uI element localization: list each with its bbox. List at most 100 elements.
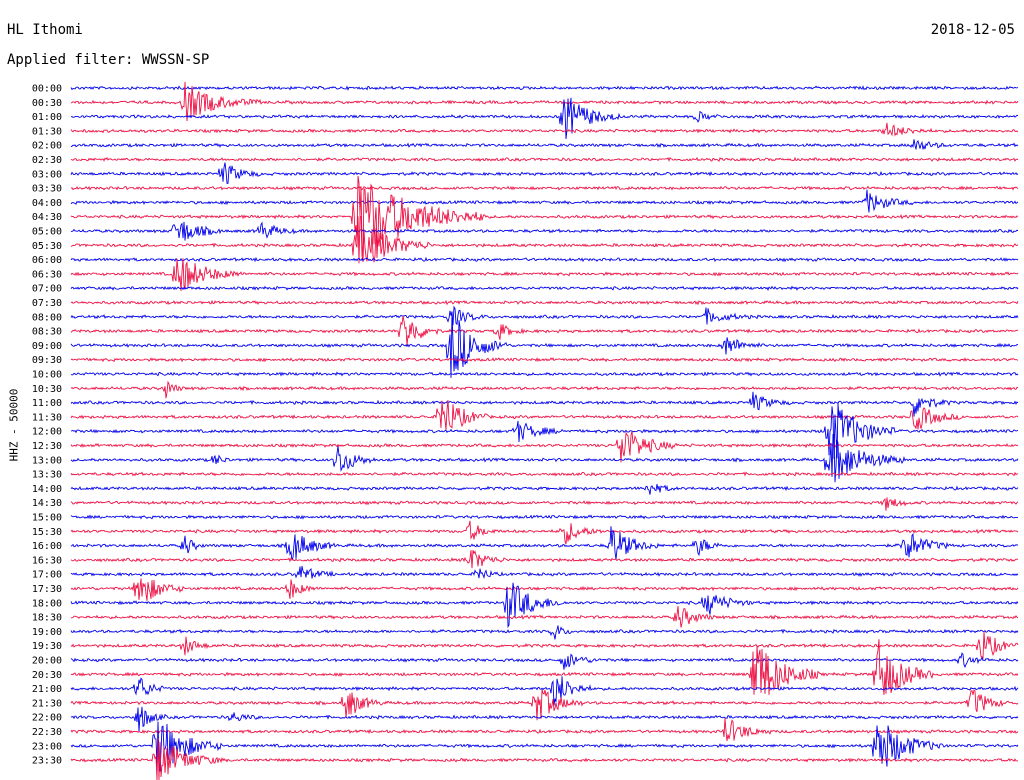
time-tick-label: 02:00 xyxy=(32,141,62,152)
trace-0200 xyxy=(70,139,1019,150)
time-tick-label: 16:00 xyxy=(32,541,62,552)
date-label: 2018-12-05 xyxy=(930,22,1015,38)
trace-1230 xyxy=(70,430,1019,463)
trace-2100 xyxy=(70,676,1019,706)
time-tick-label: 14:00 xyxy=(32,484,62,495)
trace-2000 xyxy=(70,652,1019,670)
trace-1900 xyxy=(70,625,1019,640)
time-tick-label: 14:30 xyxy=(32,498,62,509)
time-tick-label: 15:30 xyxy=(32,527,62,538)
time-tick-label: 08:00 xyxy=(32,312,62,323)
trace-2300 xyxy=(70,721,1019,772)
trace-1200 xyxy=(70,403,1019,459)
trace-0430 xyxy=(70,176,1019,257)
time-tick-label: 11:00 xyxy=(32,398,62,409)
trace-1330 xyxy=(70,471,1019,477)
trace-1130 xyxy=(70,400,1019,431)
time-tick-label: 09:30 xyxy=(32,355,62,366)
time-tick-label: 20:30 xyxy=(32,670,62,681)
trace-1500 xyxy=(70,514,1018,520)
time-tick-label: 05:00 xyxy=(32,227,62,238)
time-tick-label: 22:00 xyxy=(32,713,62,724)
trace-0930 xyxy=(70,357,1019,363)
trace-1630 xyxy=(70,550,1019,569)
time-tick-label: 01:00 xyxy=(32,112,62,123)
time-tick-label: 05:30 xyxy=(32,241,62,252)
time-tick-label: 16:30 xyxy=(32,555,62,566)
trace-2130 xyxy=(70,689,1019,721)
time-tick-label: 10:00 xyxy=(32,370,62,381)
time-tick-label: 13:00 xyxy=(32,455,62,466)
trace-2230 xyxy=(70,717,1019,741)
trace-1000 xyxy=(70,371,1019,377)
time-tick-label: 13:30 xyxy=(32,470,62,481)
time-tick-label: 00:00 xyxy=(32,84,62,95)
trace-0800 xyxy=(70,305,1019,326)
time-tick-label: 04:00 xyxy=(32,198,62,209)
time-tick-label: 03:30 xyxy=(32,184,62,195)
time-tick-label: 07:00 xyxy=(32,284,62,295)
trace-1430 xyxy=(70,497,1019,511)
trace-2200 xyxy=(70,706,1019,732)
time-tick-label: 10:30 xyxy=(32,384,62,395)
time-tick-label: 21:00 xyxy=(32,684,62,695)
time-tick-label: 06:00 xyxy=(32,255,62,266)
time-tick-label: 12:00 xyxy=(32,427,62,438)
time-tick-label: 17:00 xyxy=(32,570,62,581)
trace-0600 xyxy=(70,256,1019,263)
time-tick-label: 11:30 xyxy=(32,412,62,423)
trace-1930 xyxy=(70,631,1019,660)
trace-0130 xyxy=(70,122,1019,137)
time-tick-label: 23:00 xyxy=(32,741,62,752)
station-title: HL Ithomi xyxy=(7,22,83,38)
trace-0830 xyxy=(70,315,1019,346)
time-tick-label: 18:00 xyxy=(32,598,62,609)
trace-0030 xyxy=(70,81,1019,122)
trace-0330 xyxy=(70,185,1019,191)
time-tick-label: 02:30 xyxy=(32,155,62,166)
trace-0230 xyxy=(70,156,1019,163)
time-tick-label: 01:30 xyxy=(32,126,62,137)
time-tick-label: 03:00 xyxy=(32,169,62,180)
trace-1530 xyxy=(70,520,1019,545)
trace-0500 xyxy=(70,221,1019,241)
time-tick-label: 17:30 xyxy=(32,584,62,595)
time-tick-label: 09:00 xyxy=(32,341,62,352)
trace-0000 xyxy=(70,85,1019,91)
trace-2330 xyxy=(70,737,1019,780)
time-tick-label: 15:00 xyxy=(32,513,62,524)
trace-1100 xyxy=(70,391,1019,417)
time-tick-label: 06:30 xyxy=(32,269,62,280)
trace-0700 xyxy=(70,285,1019,291)
trace-1700 xyxy=(70,566,1019,579)
trace-1800 xyxy=(70,582,1019,629)
trace-0100 xyxy=(70,97,1019,140)
trace-1600 xyxy=(70,526,1019,561)
trace-1830 xyxy=(71,605,1019,628)
time-tick-label: 23:30 xyxy=(32,756,62,767)
time-tick-label: 20:00 xyxy=(32,656,62,667)
trace-0630 xyxy=(70,258,1019,292)
time-tick-label: 07:30 xyxy=(32,298,62,309)
trace-0300 xyxy=(70,162,1019,184)
trace-0530 xyxy=(70,214,1019,264)
trace-0400 xyxy=(70,189,1019,213)
time-tick-label: 18:30 xyxy=(32,613,62,624)
trace-2030 xyxy=(70,639,1019,695)
time-tick-label: 04:30 xyxy=(32,212,62,223)
trace-1030 xyxy=(70,380,1019,399)
time-tick-label: 21:30 xyxy=(32,698,62,709)
trace-1300 xyxy=(70,434,1019,483)
trace-0730 xyxy=(70,299,1019,306)
time-tick-label: 12:30 xyxy=(32,441,62,452)
trace-1730 xyxy=(70,578,1019,601)
filter-label: Applied filter: WWSSN-SP xyxy=(7,52,210,68)
time-tick-label: 08:30 xyxy=(32,327,62,338)
time-tick-label: 19:00 xyxy=(32,627,62,638)
time-tick-label: 19:30 xyxy=(32,641,62,652)
trace-0900 xyxy=(70,312,1019,378)
time-tick-label: 00:30 xyxy=(32,98,62,109)
time-tick-label: 22:30 xyxy=(32,727,62,738)
trace-1400 xyxy=(70,484,1019,495)
